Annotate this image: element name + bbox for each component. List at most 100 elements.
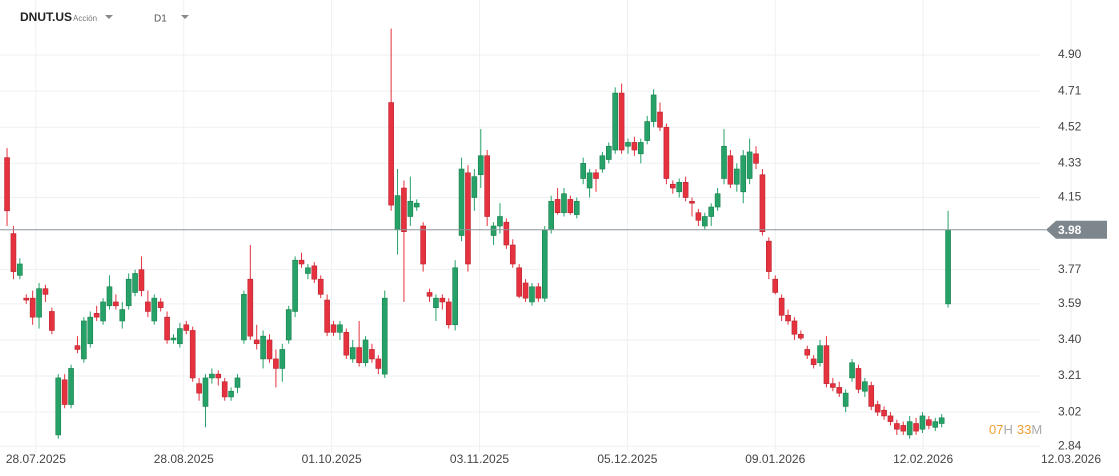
candle-body (631, 142, 638, 151)
candle-body (279, 349, 286, 369)
candle-body (253, 339, 260, 345)
candle-body (81, 320, 87, 360)
candle-body (100, 301, 106, 322)
candle-body (926, 419, 932, 426)
candle-body (113, 301, 119, 307)
candle-body (804, 349, 811, 356)
candle-body (17, 263, 23, 276)
x-tick-label: 09.01.2026 (745, 452, 805, 466)
candle-body (625, 142, 631, 147)
candle-body (605, 145, 612, 160)
candle-body (753, 153, 759, 164)
candle-body (593, 172, 599, 179)
candle-body (484, 155, 490, 217)
candle-body (119, 309, 126, 322)
candle-body (714, 193, 721, 208)
candle-body (785, 314, 791, 322)
candle-body (798, 333, 804, 339)
candle-body (125, 278, 132, 307)
candle-body (529, 286, 535, 303)
candle-body (266, 339, 273, 360)
candle-body (894, 423, 900, 430)
y-tick-label: 3.59 (1058, 296, 1082, 310)
candle-body (509, 244, 516, 265)
candle-body (740, 155, 747, 193)
y-tick-label: 4.15 (1058, 190, 1082, 204)
candle-body (522, 282, 529, 299)
candle-body (670, 183, 676, 189)
candle-body (36, 288, 42, 318)
countdown-minutes: 33 (1017, 422, 1031, 437)
y-tick-label: 3.21 (1058, 368, 1082, 382)
candle-body (170, 337, 177, 341)
candle-body (215, 373, 222, 379)
candle-body (330, 324, 337, 333)
last-price-tag (1046, 220, 1107, 239)
candle-body (349, 347, 356, 360)
candle-body (189, 330, 196, 379)
candle-body (650, 94, 657, 122)
candle-body (132, 273, 138, 293)
candle-body (477, 155, 484, 176)
candle-body (708, 206, 715, 217)
candle-body (74, 345, 81, 350)
candle-body (695, 212, 702, 221)
candle-body (234, 377, 241, 388)
candle-body (362, 339, 369, 364)
candle-body (830, 383, 836, 388)
candle-body (68, 368, 74, 405)
candle-body (10, 233, 17, 272)
candle-body (445, 301, 452, 326)
candle-body (855, 368, 862, 390)
candle-body (292, 259, 298, 312)
candle-body (337, 324, 343, 333)
y-tick-label: 4.33 (1058, 155, 1082, 169)
candle-body (862, 381, 868, 392)
candle-body (273, 358, 279, 369)
candle-body (145, 301, 151, 312)
candle-body (61, 379, 68, 405)
type-dropdown[interactable] (105, 15, 113, 19)
candle-body (586, 172, 593, 189)
timeframe-dropdown[interactable] (181, 15, 189, 19)
candle-body (23, 297, 30, 301)
candle-body (682, 182, 689, 198)
candle-body (900, 425, 907, 432)
candle-body (849, 362, 855, 379)
candle-body (439, 297, 446, 303)
candle-body (317, 278, 324, 295)
candle-body (401, 187, 407, 232)
candle-body (177, 328, 183, 345)
candle-body (394, 195, 401, 231)
candle-body (29, 297, 36, 318)
candle-body (452, 267, 458, 326)
candle-body (727, 155, 734, 185)
candle-body (554, 199, 561, 214)
candle-body (644, 121, 651, 141)
candle-body (375, 358, 382, 369)
candle-body (535, 286, 542, 299)
candle-body (151, 297, 158, 322)
candle-body (772, 278, 779, 293)
instrument-type: Acción (73, 14, 97, 23)
candle-body (881, 409, 887, 417)
candle-body (945, 229, 951, 305)
candle-body (567, 199, 574, 214)
candle-body (285, 309, 292, 341)
x-tick-label: 12.03.2026 (1041, 452, 1101, 466)
candle-body (599, 155, 606, 170)
candle-body (87, 316, 94, 345)
candle-body (42, 288, 49, 295)
countdown: 07H 33M (989, 422, 1042, 437)
candle-body (305, 267, 311, 274)
candle-body (164, 316, 170, 341)
x-tick-label: 28.08.2025 (154, 452, 214, 466)
candle-body (490, 225, 497, 236)
candle-body (157, 301, 164, 308)
timeframe[interactable]: D1 (154, 14, 167, 25)
candle-body (503, 221, 510, 246)
candle-body (913, 423, 919, 432)
candle-body (106, 286, 113, 307)
x-tick-label: 05.12.2025 (597, 452, 657, 466)
candle-body (791, 320, 798, 335)
